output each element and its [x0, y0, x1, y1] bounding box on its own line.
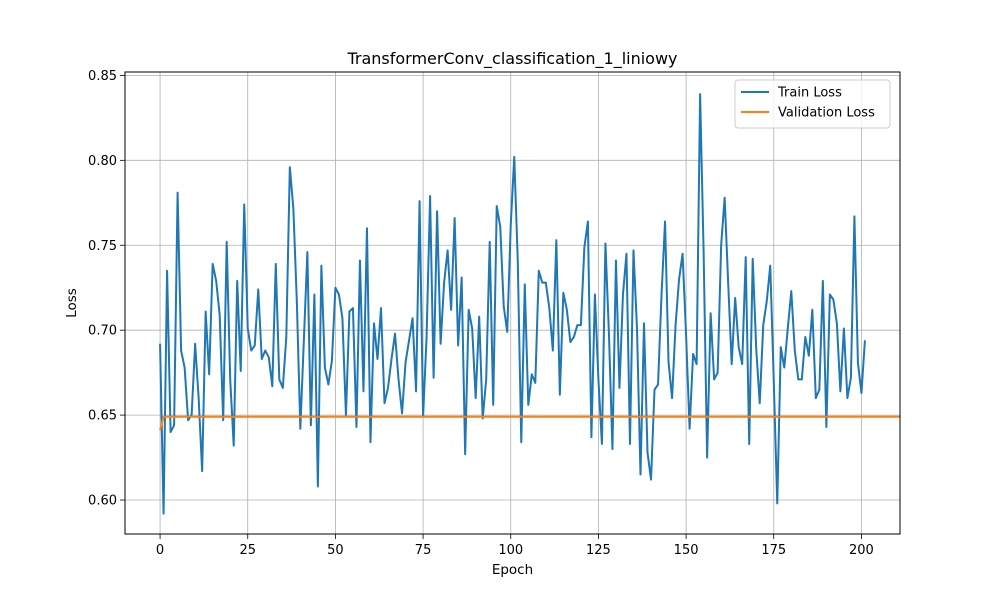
- x-tick-label: 50: [327, 543, 344, 558]
- series-line-validation-loss: [159, 415, 900, 431]
- plot-frame: [124, 71, 901, 535]
- x-tick-label: 75: [415, 543, 432, 558]
- legend-label-validation-loss: Validation Loss: [778, 106, 875, 121]
- series-layer: [159, 93, 900, 515]
- y-tick-label: 0.60: [88, 494, 117, 509]
- x-tick-label: 25: [239, 543, 256, 558]
- y-tick-label: 0.85: [88, 69, 117, 84]
- legend: Train Loss Validation Loss: [734, 79, 891, 129]
- series-line-train-loss: [159, 93, 866, 515]
- legend-label-train-loss: Train Loss: [777, 86, 842, 101]
- grid: [125, 72, 900, 534]
- x-tick-label: 125: [586, 543, 611, 558]
- x-tick-label: 0: [156, 543, 164, 558]
- y-tick-label: 0.80: [88, 154, 117, 169]
- x-tick-label: 175: [761, 543, 786, 558]
- y-axis-label: Loss: [64, 288, 80, 318]
- x-tick-label: 200: [849, 543, 874, 558]
- ticks: 0 25 50 75 100 125 150 175 200 0.60 0.65 0.70 0.75 0.…: [88, 69, 874, 558]
- x-axis-label: Epoch: [492, 562, 533, 578]
- chart-title: TransformerConv_classification_1_liniowy: [346, 49, 677, 69]
- y-tick-label: 0.70: [88, 324, 117, 339]
- legend-box: [734, 79, 891, 129]
- x-tick-label: 150: [674, 543, 699, 558]
- y-tick-label: 0.75: [88, 239, 117, 254]
- x-tick-label: 100: [498, 543, 523, 558]
- y-tick-label: 0.65: [88, 409, 117, 424]
